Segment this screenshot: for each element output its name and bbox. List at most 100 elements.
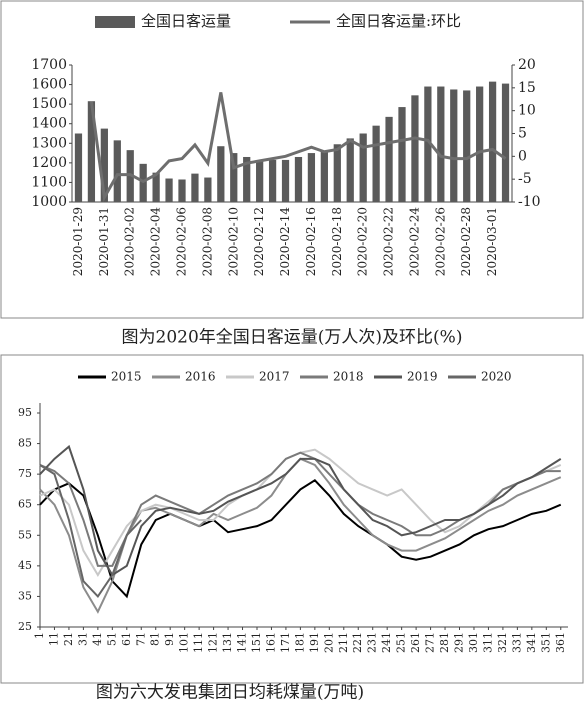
y-tick-label: 85 [18, 437, 32, 450]
x-tick-label: 311 [481, 632, 494, 653]
x-tick-label: 191 [308, 632, 321, 653]
bar [320, 151, 328, 202]
y2-tick-label: 0 [518, 148, 527, 164]
line [39, 444, 562, 577]
x-tick-label: 2020-02-26 [433, 207, 447, 276]
bar [476, 86, 484, 202]
legend-label: 2017 [259, 370, 290, 384]
x-tick-label: 21 [62, 632, 75, 646]
legend-label: 2018 [333, 370, 364, 384]
x-tick-label: 41 [91, 632, 104, 646]
legend-label: 2016 [185, 370, 216, 384]
y-tick-label: 1700 [31, 57, 67, 73]
x-tick-label: 331 [510, 632, 523, 653]
x-tick-label: 11 [47, 632, 60, 646]
bar [501, 83, 510, 202]
bar [372, 125, 380, 202]
x-tick-label: 221 [351, 632, 364, 653]
x-tick-label: 31 [76, 632, 89, 646]
x-tick-label: 351 [539, 632, 552, 653]
y-tick-label: 95 [18, 406, 32, 419]
bar [178, 179, 186, 202]
x-tick-label: 161 [264, 632, 277, 653]
x-tick-label: 2020-02-08 [200, 207, 214, 276]
y-tick-label: 1100 [31, 174, 67, 190]
bar [488, 81, 497, 202]
y2-tick-label: -10 [518, 194, 541, 210]
bar [424, 86, 432, 202]
bar [385, 116, 393, 202]
caption: 图为2020年全国日客运量(万人次)及环比(%) [122, 328, 463, 348]
line [89, 92, 507, 203]
x-tick-label: 2020-02-14 [278, 207, 292, 277]
y-tick-label: 1200 [31, 155, 67, 171]
x-tick-label: 361 [554, 632, 567, 653]
x-tick-label: 181 [293, 632, 306, 653]
x-tick-label: 341 [525, 632, 538, 653]
y-tick-label: 1500 [31, 96, 67, 112]
x-tick-label: 2020-02-20 [356, 207, 370, 276]
x-tick-label: 1 [33, 632, 46, 639]
y-tick-label: 65 [18, 498, 32, 511]
legend-label: 2015 [111, 370, 142, 384]
y-tick-label: 1300 [31, 135, 67, 151]
y-tick-label: 1600 [31, 77, 67, 93]
x-tick-label: 71 [134, 632, 147, 646]
y-tick-label: 45 [18, 559, 32, 572]
bar [191, 173, 199, 202]
y-tick-label: 25 [18, 620, 32, 633]
bar [463, 90, 471, 202]
bar [346, 138, 354, 202]
y2-tick-label: -5 [518, 171, 532, 187]
x-tick-label: 231 [366, 632, 379, 653]
x-tick-label: 211 [337, 632, 350, 653]
bar [294, 156, 303, 202]
x-tick-label: 141 [236, 632, 249, 653]
x-tick-label: 111 [192, 632, 205, 653]
x-tick-label: 2020-02-16 [304, 207, 318, 276]
legend-label: 2019 [407, 370, 438, 384]
legend-label: 全国日客运量 [141, 12, 231, 30]
line [39, 478, 562, 599]
y2-tick-label: 15 [518, 80, 536, 96]
x-tick-label: 2020-02-06 [175, 207, 189, 276]
y2-tick-label: 10 [518, 103, 536, 119]
x-tick-label: 2020-02-28 [459, 207, 473, 276]
x-tick-label: 281 [438, 632, 451, 653]
x-tick-label: 291 [453, 632, 466, 653]
bar [307, 153, 316, 202]
y2-tick-label: 20 [518, 57, 536, 73]
legend-label: 全国日客运量:环比 [336, 12, 461, 30]
legend-swatch [95, 16, 135, 28]
bar [87, 101, 96, 202]
x-tick-label: 261 [409, 632, 422, 653]
bar [204, 177, 212, 202]
line [39, 464, 142, 599]
x-tick-label: 2020-02-22 [382, 207, 396, 276]
x-tick-label: 2020-02-04 [149, 207, 163, 277]
bar [113, 140, 121, 202]
x-tick-label: 2020-03-01 [485, 207, 499, 276]
y-tick-label: 75 [18, 467, 32, 480]
y-tick-label: 55 [18, 528, 32, 541]
bar [450, 89, 458, 202]
x-tick-label: 271 [424, 632, 437, 653]
bar [333, 144, 341, 202]
y-tick-label: 1400 [31, 116, 67, 132]
x-tick-label: 251 [395, 632, 408, 653]
bar [256, 160, 264, 202]
bar [398, 107, 406, 202]
chart-frame [0, 0, 584, 319]
chart-frame [0, 354, 584, 684]
x-tick-label: 2020-02-10 [226, 207, 240, 276]
x-tick-label: 51 [105, 632, 118, 646]
bar [100, 128, 108, 202]
bar [359, 133, 367, 202]
bar [243, 156, 251, 202]
x-tick-label: 61 [120, 632, 133, 646]
legend-label: 2020 [481, 370, 512, 384]
y2-tick-label: 5 [518, 126, 527, 142]
bar [152, 172, 160, 202]
bar [74, 133, 83, 202]
